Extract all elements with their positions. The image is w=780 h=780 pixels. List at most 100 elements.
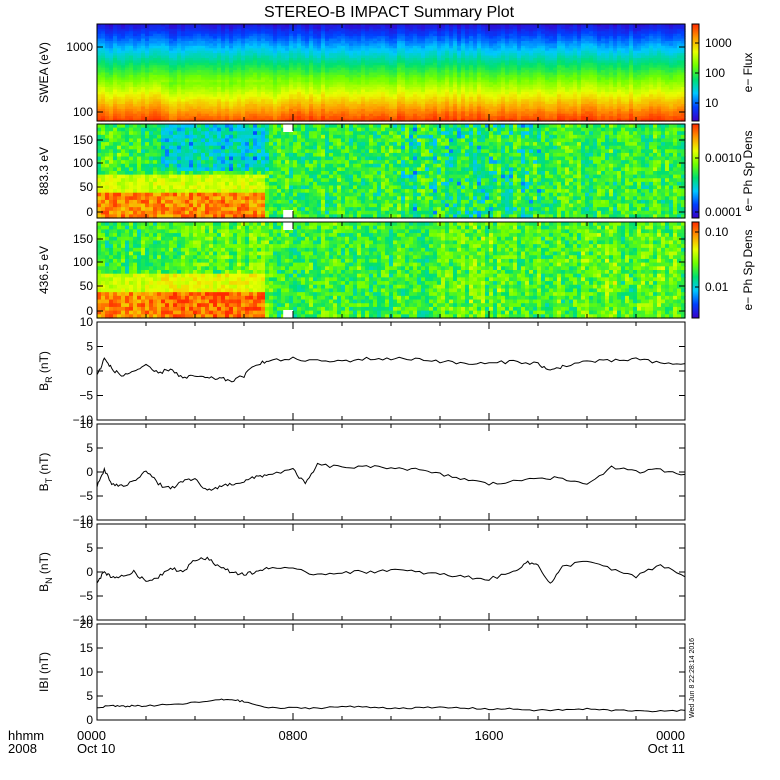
spectrogram-cell [557,116,562,120]
spectrogram-cell [369,91,374,95]
spectrogram-cell [381,99,386,103]
spectrogram-cell [393,74,398,78]
spectrogram-cell [565,62,570,66]
spectrogram-cell [369,40,374,44]
spectrogram-cell [533,33,538,37]
spectrogram-cell [257,40,262,44]
spectrogram-cell [237,89,242,93]
spectrogram-cell [429,91,434,95]
spectrogram-cell [421,94,426,98]
spectrogram-cell [301,72,306,76]
spectrogram-cell [137,87,142,91]
spectrogram-cell [533,31,538,35]
spectrogram-cell [345,104,350,108]
spectrogram-cell [537,45,542,49]
spectrogram-cell [97,24,102,28]
spectrogram-cell [501,53,506,57]
spectrogram-cell [205,118,210,122]
spectrogram-cell [197,111,202,115]
spectrogram-cell [193,108,198,112]
spectrogram-cell [445,62,450,66]
spectrogram-cell [349,72,354,76]
spectrogram-cell [317,70,322,74]
spectrogram-cell [577,89,582,93]
spectrogram-cell [445,104,450,108]
spectrogram-cell [593,70,598,74]
spectrogram-cell [125,111,130,115]
spectrogram-cell [261,101,266,105]
spectrogram-cell [341,108,346,112]
spectrogram-cell [221,24,226,28]
spectrogram-cell [145,28,150,32]
spectrogram-cell [485,94,490,98]
spectrogram-cell [325,43,330,47]
spectrogram-cell [497,96,502,100]
spectrogram-cell [237,79,242,83]
spectrogram-cell [137,57,142,61]
spectrogram-cell [197,38,202,42]
spectrogram-cell [549,101,554,105]
spectrogram-cell [209,108,214,112]
spectrogram-cell [445,89,450,93]
spectrogram-cell [381,31,386,35]
spectrogram-cell [481,94,486,98]
spectrogram-cell [161,53,166,57]
spectrogram-cell [533,111,538,115]
spectrogram-cell [101,77,106,81]
spectrogram-cell [173,84,178,88]
spectrogram-cell [417,53,422,57]
spectrogram-cell [405,94,410,98]
spectrogram-cell [161,31,166,35]
spectrogram-cell [509,113,514,117]
spectrogram-cell [261,70,266,74]
spectrogram-cell [529,38,534,42]
spectrogram-cell [201,40,206,44]
spectrogram-cell [209,101,214,105]
spectrogram-cell [589,65,594,69]
spectrogram-cell [389,60,394,64]
spectrogram-cell [573,48,578,52]
spectrogram-cell [157,28,162,32]
spectrogram-cell [197,77,202,81]
spectrogram-cell [285,79,290,83]
spectrogram-cell [217,118,222,122]
spectrogram-cell [377,94,382,98]
spectrogram-cell [453,48,458,52]
spectrogram-cell [197,28,202,32]
spectrogram-cell [553,94,558,98]
spectrogram-cell [325,113,330,117]
spectrogram-cell [345,79,350,83]
spectrogram-cell [461,62,466,66]
spectrogram-cell [297,26,302,30]
spectrogram-cell [565,79,570,83]
spectrogram-cell [593,79,598,83]
spectrogram-cell [329,111,334,115]
spectrogram-cell [409,57,414,61]
spectrogram-cell [369,33,374,37]
spectrogram-cell [589,113,594,117]
spectrogram-cell [133,38,138,42]
spectrogram-cell [281,108,286,112]
spectrogram-cell [577,62,582,66]
spectrogram-cell [145,40,150,44]
spectrogram-cell [109,87,114,91]
spectrogram-cell [497,72,502,76]
spectrogram-cell [513,116,518,120]
spectrogram-cell [433,60,438,64]
spectrogram-cell [277,77,282,81]
spectrogram-cell [481,45,486,49]
spectrogram-cell [569,36,574,40]
spectrogram-cell [317,36,322,40]
spectrogram-cell [545,72,550,76]
spectrogram-cell [201,33,206,37]
spectrogram-cell [381,33,386,37]
spectrogram-cell [245,62,250,66]
spectrogram-cell [337,104,342,108]
spectrogram-cell [585,79,590,83]
spectrogram-cell [137,28,142,32]
spectrogram-cell [341,82,346,86]
spectrogram-cell [329,94,334,98]
spectrogram-cell [449,26,454,30]
spectrogram-cell [209,116,214,120]
spectrogram-cell [497,53,502,57]
